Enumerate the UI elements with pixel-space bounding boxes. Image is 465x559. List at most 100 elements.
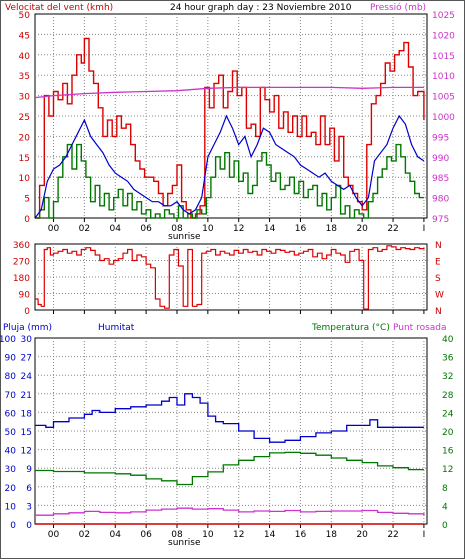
temperature-ytick-36: 36 [442, 354, 454, 364]
wind-average-series [34, 114, 425, 219]
humidity-temperature-panel: 00 02 04 06 08 10 12 14 16 18 20 22 I010203040506070… [0, 335, 454, 540]
direction-compass-1: W [435, 291, 444, 301]
temperature-ytick-32: 32 [442, 372, 453, 382]
rain-inner-ytick-9: 9 [26, 465, 32, 475]
pressure-series [34, 86, 424, 99]
wind-xlabel-06: 06 [140, 224, 152, 234]
humidity-outer-ytick-20: 20 [5, 484, 17, 494]
humidity-outer-ytick-30: 30 [5, 465, 17, 475]
pressure-ytick-1000: 1000 [432, 113, 455, 123]
humidity-axis-title: Humitat [98, 323, 135, 333]
direction-compass-2: S [435, 274, 441, 284]
temperature-ytick-12: 12 [442, 465, 453, 475]
pressure-ytick-1025: 1025 [432, 11, 455, 21]
direction-ytick-270: 270 [13, 258, 30, 268]
wind-ytick-0: 0 [24, 215, 30, 225]
wind-ytick-25: 25 [19, 113, 30, 123]
wind-xlabel-22: 22 [387, 224, 398, 234]
humidity-series [35, 393, 424, 443]
rain-inner-ytick-12: 12 [21, 447, 32, 457]
pressure-ytick-990: 990 [432, 154, 449, 164]
rain-inner-ytick-3: 3 [26, 502, 32, 512]
pressure-ytick-975: 975 [432, 215, 449, 225]
direction-compass-0: N [435, 307, 442, 317]
wind-ytick-20: 20 [19, 133, 31, 143]
rain-inner-ytick-21: 21 [21, 391, 32, 401]
graph-title: 24 hour graph day : 23 Noviembre 2010 [170, 3, 352, 13]
wind-speed-series [35, 143, 424, 219]
temperature-series [35, 451, 424, 486]
humidity-outer-ytick-0: 0 [10, 521, 16, 531]
wind-xlabel-12: 12 [233, 224, 244, 234]
wind-ytick-50: 50 [19, 11, 31, 21]
humidity-xlabel-18: 18 [326, 530, 338, 540]
humidity-outer-ytick-10: 10 [5, 502, 17, 512]
humidity-xlabel-00: 00 [48, 530, 60, 540]
wind-xlabel-04: 04 [110, 224, 122, 234]
wind-xlabel-18: 18 [326, 224, 338, 234]
wind-xlabel-10: 10 [202, 224, 214, 234]
rain-inner-ytick-27: 27 [21, 354, 32, 364]
humidity-outer-ytick-100: 100 [0, 335, 16, 345]
direction-ytick-0: 0 [24, 307, 30, 317]
humidity-outer-ytick-70: 70 [5, 391, 17, 401]
pressure-ytick-1005: 1005 [432, 93, 455, 103]
wind-ytick-30: 30 [19, 93, 31, 103]
wind-ytick-10: 10 [19, 174, 31, 184]
rain-inner-ytick-18: 18 [21, 409, 33, 419]
humidity-xlabel-10: 10 [202, 530, 214, 540]
temperature-ytick-28: 28 [442, 391, 454, 401]
wind-axis-title: Velocitat del vent (kmh) [5, 3, 113, 13]
humidity-xlabel-20: 20 [356, 530, 368, 540]
wind-xlabel-14: 14 [264, 224, 276, 234]
sunrise-label: sunrise [168, 232, 201, 242]
wind-ytick-40: 40 [19, 52, 31, 62]
wind-direction-series [35, 245, 425, 310]
rain-axis-title: Pluja (mm) [3, 323, 52, 333]
pressure-ytick-1015: 1015 [432, 52, 455, 62]
temperature-ytick-8: 8 [442, 484, 448, 494]
rain-inner-ytick-6: 6 [26, 484, 32, 494]
wind-xlabel-I: I [423, 224, 426, 234]
wind-ytick-45: 45 [19, 31, 30, 41]
wind-ytick-35: 35 [19, 72, 30, 82]
temperature-ytick-24: 24 [442, 409, 454, 419]
rain-inner-ytick-30: 30 [21, 335, 33, 345]
temperature-ytick-4: 4 [442, 502, 448, 512]
humidity-xlabel-12: 12 [233, 530, 244, 540]
dewpoint-series [35, 507, 425, 516]
rain-inner-ytick-24: 24 [21, 372, 33, 382]
rain-inner-ytick-15: 15 [21, 428, 32, 438]
humidity-xlabel-22: 22 [387, 530, 398, 540]
direction-ytick-90: 90 [19, 291, 31, 301]
direction-compass-4: N [435, 241, 442, 251]
pressure-ytick-985: 985 [432, 174, 449, 184]
humidity-xlabel-14: 14 [264, 530, 276, 540]
wind-xlabel-20: 20 [356, 224, 368, 234]
humidity-xlabel-04: 04 [110, 530, 122, 540]
temperature-ytick-16: 16 [442, 447, 454, 457]
wind-ytick-15: 15 [19, 154, 30, 164]
humidity-xlabel-08: 08 [171, 530, 183, 540]
temperature-axis-title: Temperatura (°C) [311, 323, 390, 333]
pressure-axis-title: Pressió (mb) [370, 2, 426, 13]
temperature-ytick-0: 0 [442, 521, 448, 531]
humidity-outer-ytick-40: 40 [5, 447, 17, 457]
wind-xlabel-02: 02 [79, 224, 90, 234]
direction-ytick-180: 180 [13, 274, 30, 284]
humidity-outer-ytick-60: 60 [5, 409, 17, 419]
direction-compass-3: E [435, 258, 441, 268]
direction-ytick-360: 360 [13, 241, 30, 251]
pressure-ytick-1020: 1020 [432, 31, 455, 41]
humidity-xlabel-I: I [423, 530, 426, 540]
wind-pressure-panel: 00 02 04 06 08 10 12 14 16 18 20 22 I051015202530354… [19, 11, 456, 234]
humidity-xlabel-16: 16 [295, 530, 307, 540]
humidity-outer-ytick-90: 90 [5, 354, 17, 364]
pressure-ytick-995: 995 [432, 133, 449, 143]
temperature-ytick-20: 20 [442, 428, 454, 438]
rain-inner-ytick-0: 0 [26, 521, 32, 531]
wind-ytick-5: 5 [24, 195, 30, 205]
sunrise-label-bottom: sunrise [168, 538, 201, 548]
